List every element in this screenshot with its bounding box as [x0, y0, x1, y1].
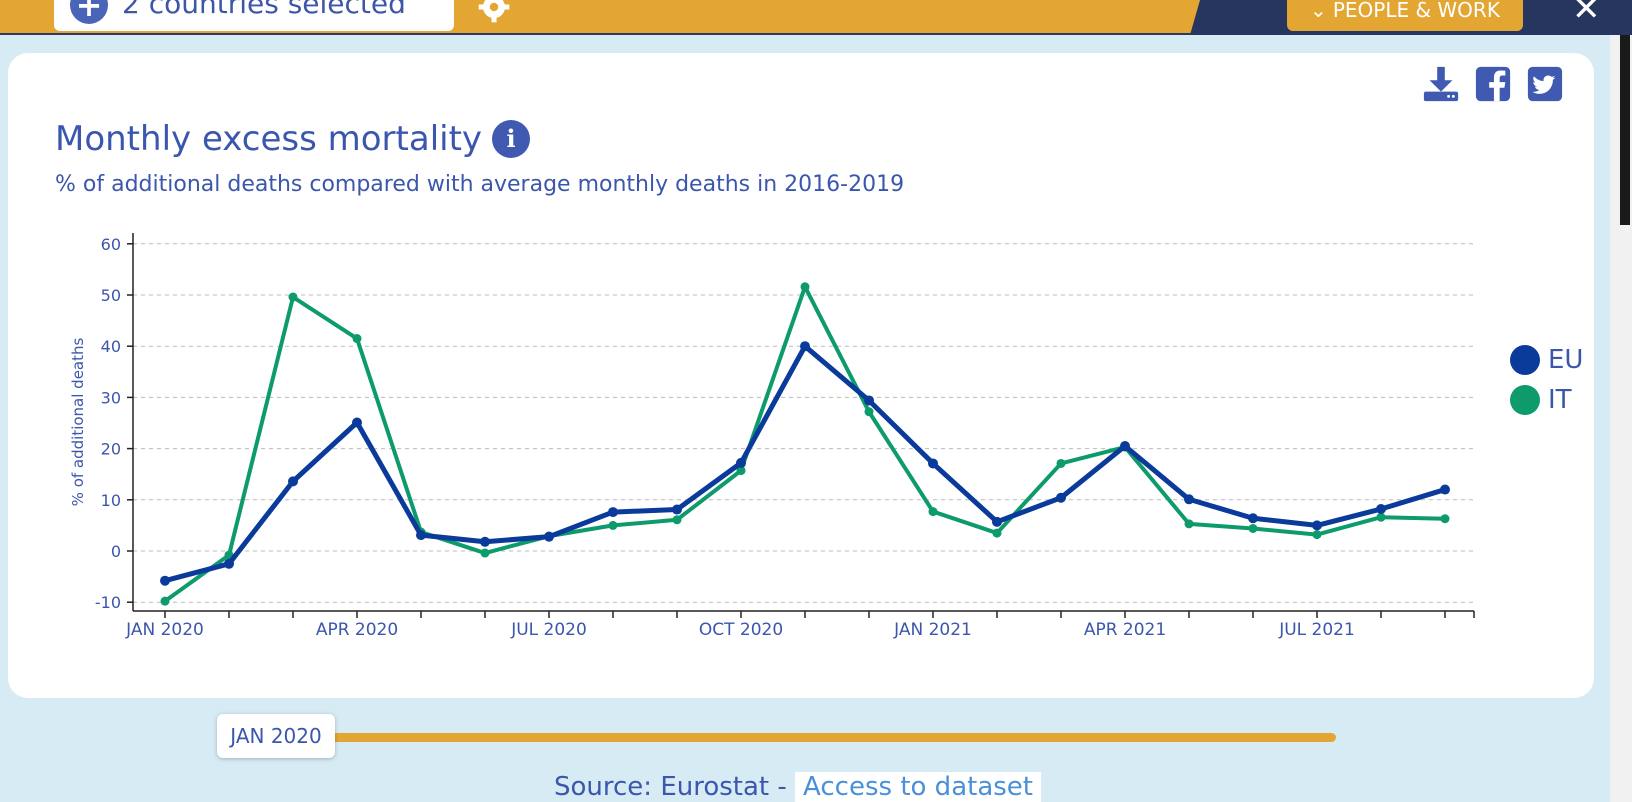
data-point-it [672, 515, 682, 525]
data-point-it [1248, 523, 1258, 533]
y-axis-label: % of additional deaths [69, 337, 87, 506]
country-selector[interactable]: + 2 countries selected [54, 0, 454, 31]
data-point-eu [736, 457, 746, 468]
top-bar: + 2 countries selected ⌄ PEOPLE & WORK ✕ [0, 0, 1632, 35]
y-tick-label: 50 [101, 286, 121, 305]
data-point-it [800, 282, 810, 292]
data-point-eu [416, 530, 426, 541]
country-selector-label: 2 countries selected [122, 0, 406, 20]
x-tick-label: JAN 2021 [893, 620, 972, 640]
data-point-it [1376, 512, 1386, 522]
scrollbar[interactable] [1610, 35, 1632, 802]
data-point-eu [544, 531, 554, 542]
x-tick-label: JAN 2020 [125, 620, 204, 640]
legend-item-eu[interactable]: EU [1510, 340, 1583, 380]
data-point-it [1056, 458, 1066, 468]
data-point-it [1312, 530, 1322, 540]
data-point-eu [352, 417, 362, 428]
x-tick-label: JUL 2021 [1278, 620, 1355, 640]
data-point-it [1184, 519, 1194, 529]
x-tick-label: JUL 2020 [510, 620, 587, 640]
y-tick-label: 10 [101, 491, 121, 510]
data-point-eu [1440, 484, 1450, 495]
series-line-eu [164, 343, 1446, 584]
timeline-slider-track[interactable] [316, 733, 1336, 742]
data-point-it [608, 520, 618, 530]
download-icon[interactable] [1422, 65, 1460, 103]
y-tick-label: -10 [95, 593, 121, 612]
chart-subtitle: % of additional deaths compared with ave… [55, 172, 905, 197]
scrollbar-thumb[interactable] [1620, 35, 1630, 225]
data-point-eu [1184, 494, 1194, 505]
chart-title: Monthly excess mortality [55, 119, 483, 159]
data-point-it [160, 596, 170, 606]
data-point-it [480, 548, 490, 558]
data-point-it [1440, 514, 1450, 524]
gear-icon[interactable] [474, 0, 514, 24]
data-point-eu [1248, 513, 1258, 524]
data-point-eu [1120, 441, 1130, 452]
data-point-eu [928, 458, 938, 469]
y-tick-label: 20 [101, 440, 121, 459]
data-point-eu [1312, 520, 1322, 531]
data-point-eu [1376, 504, 1386, 515]
data-point-it [352, 334, 362, 344]
data-point-it [288, 292, 298, 302]
data-point-it [992, 528, 1002, 538]
x-tick-label: APR 2021 [1084, 620, 1166, 640]
chart-title-row: Monthly excess mortality i [55, 119, 531, 159]
data-point-eu [1056, 492, 1066, 503]
x-tick-label: APR 2020 [316, 620, 398, 640]
data-point-eu [608, 507, 618, 518]
data-point-it [928, 507, 938, 517]
source-prefix: Source: Eurostat - [554, 772, 796, 802]
legend-label-eu: EU [1548, 345, 1584, 375]
data-point-eu [480, 536, 490, 547]
legend-label-it: IT [1548, 385, 1572, 415]
category-label: PEOPLE & WORK [1332, 0, 1500, 22]
y-tick-label: 40 [101, 337, 121, 356]
y-tick-label: 0 [111, 542, 121, 561]
data-point-eu [992, 516, 1002, 527]
close-icon[interactable]: ✕ [1572, 0, 1601, 29]
series-line-it [163, 284, 1446, 603]
data-point-eu [672, 504, 682, 515]
source-line: Source: Eurostat - Access to dataset [554, 772, 1041, 802]
data-point-eu [160, 575, 170, 586]
legend-item-it[interactable]: IT [1510, 380, 1583, 420]
data-point-it [864, 407, 874, 417]
info-icon[interactable]: i [492, 120, 531, 158]
dataset-link[interactable]: Access to dataset [795, 772, 1041, 802]
data-point-eu [800, 341, 810, 352]
chevron-down-icon: ⌄ [1310, 0, 1327, 22]
data-point-eu [224, 558, 234, 569]
facebook-icon[interactable] [1474, 65, 1512, 103]
y-tick-label: 60 [101, 235, 121, 254]
chart-legend: EU IT [1510, 340, 1583, 420]
y-tick-label: 30 [101, 388, 121, 407]
x-tick-label: OCT 2020 [699, 620, 783, 640]
data-point-it [736, 466, 746, 476]
legend-swatch-it [1510, 385, 1540, 415]
plus-icon: + [70, 0, 108, 24]
twitter-icon[interactable] [1526, 65, 1564, 103]
data-point-eu [864, 395, 874, 406]
category-button[interactable]: ⌄ PEOPLE & WORK [1287, 0, 1523, 31]
timeline-slider-handle[interactable]: JAN 2020 [217, 714, 335, 758]
data-point-eu [288, 476, 298, 487]
share-toolbar [1422, 65, 1564, 103]
legend-swatch-eu [1510, 345, 1540, 375]
